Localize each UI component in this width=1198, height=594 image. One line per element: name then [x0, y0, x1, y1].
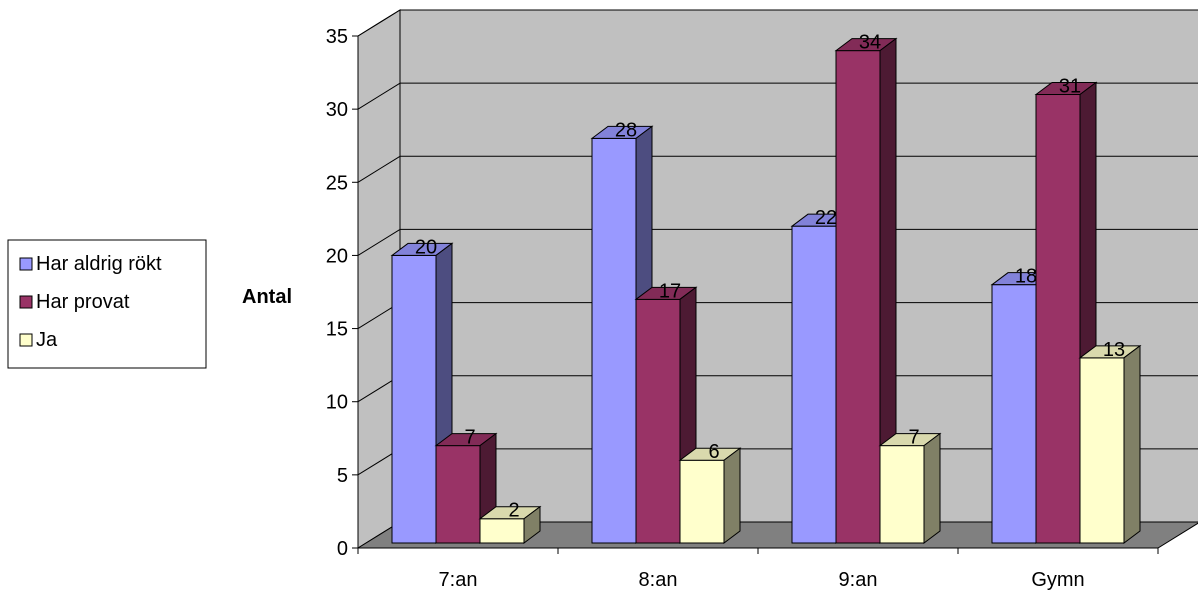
y-tick-label: 30: [326, 99, 348, 121]
x-tick-label: 9:an: [839, 569, 878, 591]
bar-side: [923, 432, 941, 544]
y-tick-label: 20: [326, 245, 348, 267]
bar-front: [791, 225, 837, 544]
legend: Har aldrig rökt Har provat Ja: [7, 239, 207, 369]
legend-box: [7, 239, 207, 369]
bar-front: [391, 254, 437, 544]
bar-front: [591, 137, 637, 544]
gridline-side: [357, 155, 401, 183]
y-axis-label: Antal: [242, 286, 292, 308]
bar-data-label: 7: [464, 427, 475, 449]
bar-data-label: 28: [615, 119, 637, 141]
bar-data-label: 17: [659, 280, 681, 302]
bar-data-label: 34: [859, 32, 881, 54]
bar: [1078, 344, 1142, 544]
x-tick-label: Gymn: [1031, 569, 1084, 591]
bar-front: [835, 50, 881, 544]
legend-swatch: [19, 257, 33, 271]
bar-data-label: 6: [708, 441, 719, 463]
x-tick-label: 8:an: [639, 569, 678, 591]
y-tick-label: 25: [326, 172, 348, 194]
gridline-side: [357, 82, 401, 110]
x-tick-label: 7:an: [439, 569, 478, 591]
bar: [878, 432, 942, 544]
gridline-side: [357, 229, 401, 256]
bar-side: [1123, 344, 1141, 544]
bar: [478, 505, 542, 544]
bar-front: [1079, 357, 1125, 544]
axes: 0 5 10 15 20 25 30 35 7:an 8:an 9:an Gymn: [326, 26, 1159, 591]
bar-data-label: 31: [1059, 76, 1081, 98]
y-tick-label: 10: [326, 392, 348, 414]
bar-front: [679, 459, 725, 544]
bar: [678, 447, 742, 544]
legend-swatch: [19, 333, 33, 347]
bar-side: [723, 447, 741, 544]
y-tick-label: 35: [326, 26, 348, 48]
y-tick-label: 15: [326, 319, 348, 341]
bar-front: [479, 518, 525, 544]
bar-data-label: 7: [908, 427, 919, 449]
bar: [834, 37, 898, 544]
legend-entry: Ja: [36, 329, 58, 351]
legend-swatch: [19, 295, 33, 309]
bar-front: [879, 445, 925, 544]
bar-front: [991, 284, 1037, 544]
bar-data-label: 22: [815, 207, 837, 229]
y-tick-label: 0: [337, 538, 348, 560]
bar-data-label: 2: [508, 500, 519, 522]
data-labels: 20 7 2 28 17 6 22 34 7 18 31 13: [415, 32, 1125, 522]
bar-data-label: 20: [415, 236, 437, 258]
y-tick-label: 5: [337, 465, 348, 487]
bar-data-label: 13: [1103, 339, 1125, 361]
bars: [390, 37, 1142, 544]
bar-front: [1035, 94, 1081, 544]
legend-entry: Har provat: [36, 291, 130, 313]
bar-front: [435, 445, 481, 544]
gridline-side: [357, 9, 401, 37]
legend-entry: Har aldrig rökt: [36, 253, 162, 275]
bar-front: [635, 298, 681, 544]
bar-side: [523, 505, 541, 544]
bar-data-label: 18: [1015, 266, 1037, 288]
